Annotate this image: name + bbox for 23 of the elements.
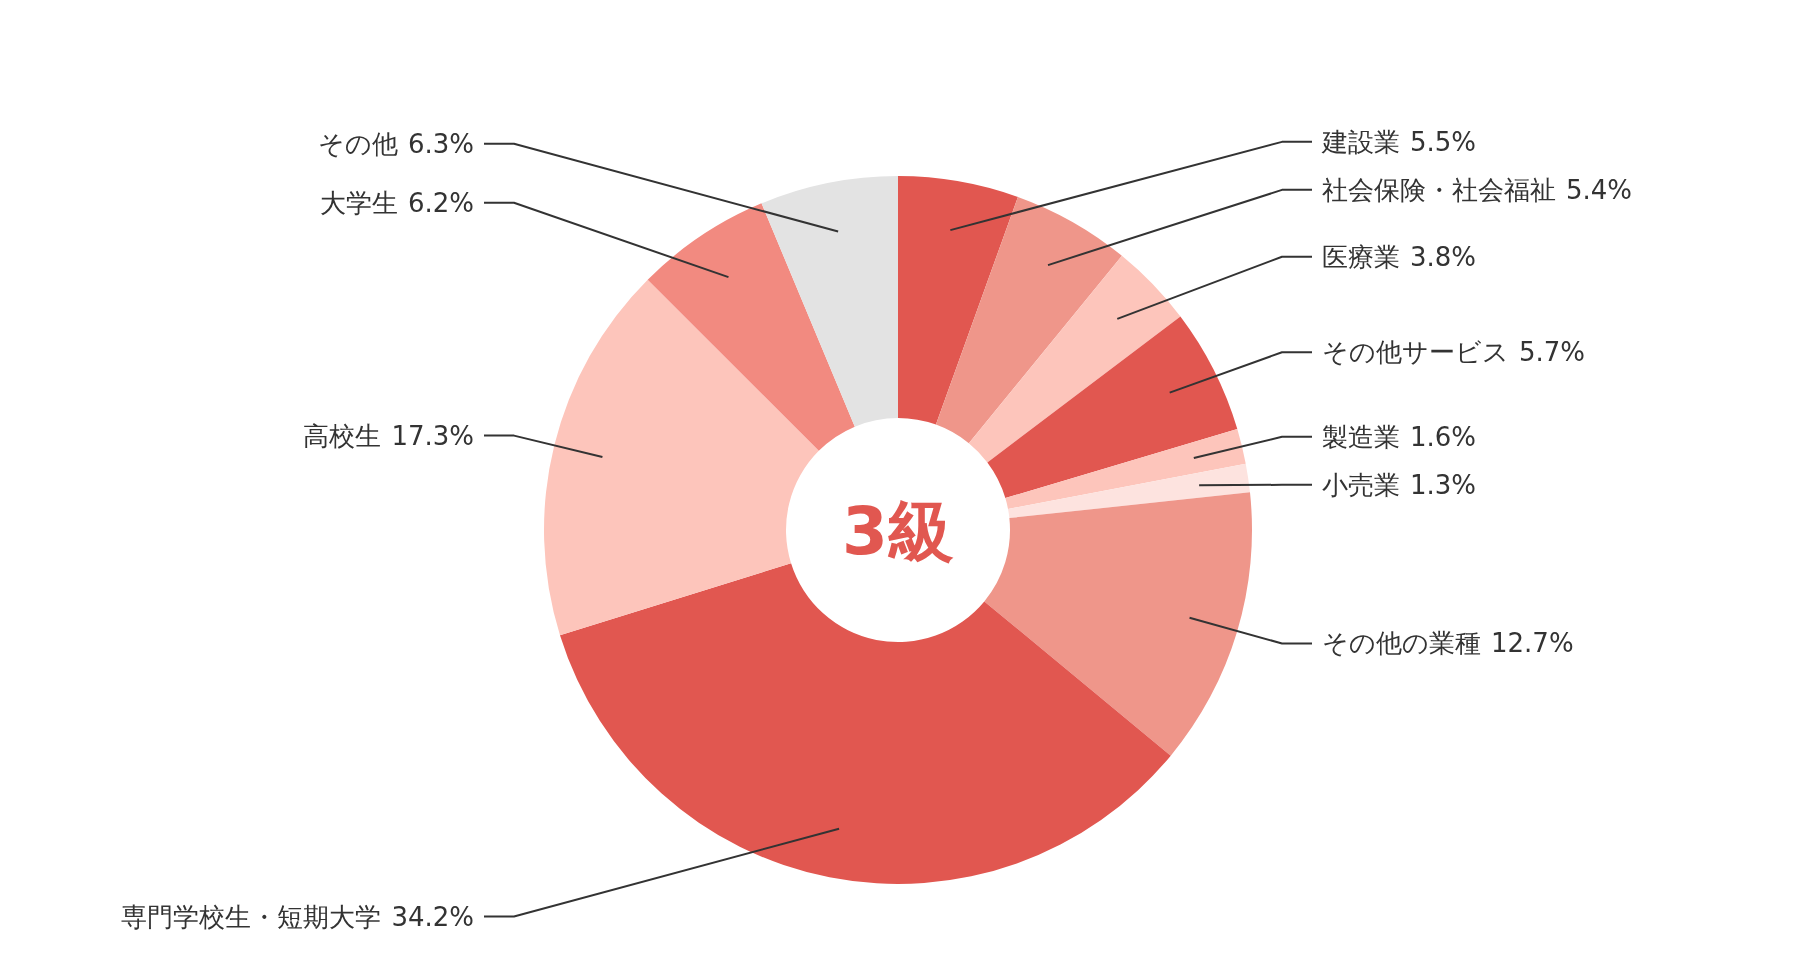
data-label: 5.4% <box>1566 174 1633 205</box>
slice-label: 製造業 <box>1322 421 1400 452</box>
data-label: 3.8% <box>1410 241 1477 272</box>
slice-label: その他サービス <box>1322 337 1509 368</box>
slice-label: 医療業 <box>1322 241 1400 272</box>
data-label: 5.5% <box>1410 126 1477 157</box>
slice-label: 専門学校生・短期大学 <box>121 901 382 932</box>
data-label: 12.7% <box>1491 628 1574 659</box>
slice-label: 建設業 <box>1321 126 1400 157</box>
data-label: 1.6% <box>1410 421 1477 452</box>
slice-label: その他の業種 <box>1322 628 1481 659</box>
data-label: 17.3% <box>391 420 474 451</box>
slice-label: 大学生 <box>319 187 398 218</box>
data-label: 6.2% <box>407 187 474 218</box>
data-label: 34.2% <box>391 901 474 932</box>
data-label: 5.7% <box>1519 337 1586 368</box>
slice-label: 社会保険・社会福祉 <box>1322 174 1556 205</box>
text: 3級 <box>842 493 954 570</box>
slice-label: 高校生 <box>303 420 382 451</box>
slice-label: その他 <box>317 128 398 159</box>
data-label: 6.3% <box>407 128 474 159</box>
slice-label: 小売業 <box>1322 469 1400 500</box>
data-label: 1.3% <box>1410 469 1477 500</box>
